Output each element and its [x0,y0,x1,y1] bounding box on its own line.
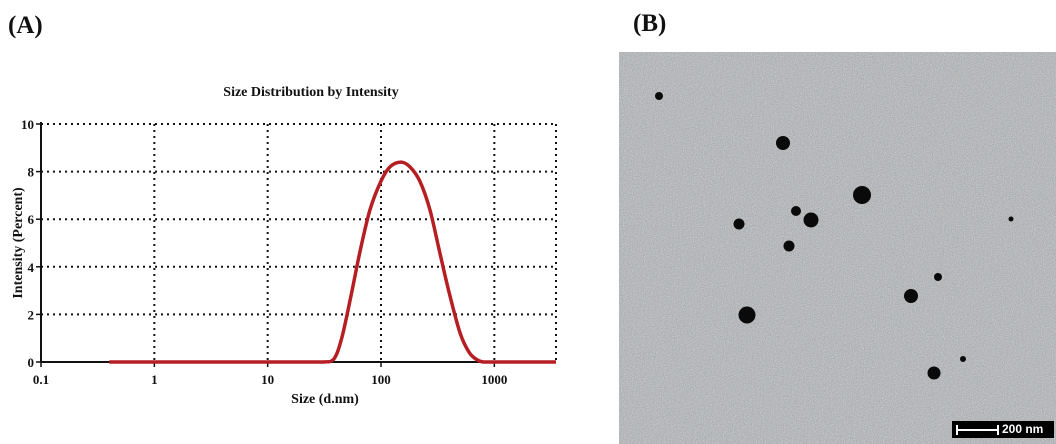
nanoparticle [803,212,819,228]
nanoparticle [934,273,942,281]
nanoparticle [904,289,918,303]
y-tick-label: 4 [28,260,35,275]
scale-bar-line [956,429,998,431]
nanoparticle [960,356,966,362]
scale-bar-tick-right [997,425,999,435]
y-tick-label: 10 [21,117,34,132]
y-tick-label: 6 [28,212,35,227]
nanoparticle [733,218,745,230]
y-axis-label: Intensity (Percent) [11,187,26,299]
nanoparticle [853,186,871,204]
x-tick-label: 100 [371,372,391,387]
size-distribution-line [109,160,556,364]
y-tick-label: 0 [28,355,35,370]
grid-layer [41,123,557,362]
scale-bar: 200 nm [952,421,1054,438]
chart-title: Size Distribution by Intensity [223,85,398,100]
nanoparticle [791,206,801,216]
nanoparticle [1008,216,1014,222]
x-tick-label: 1000 [481,372,507,387]
scale-bar-label: 200 nm [1002,422,1044,436]
tem-micrograph: 200 nm [619,52,1056,444]
dls-chart: Size Distribution by Intensity Intensity… [11,85,557,407]
x-axis-label: Size (d.nm) [291,392,359,407]
y-tick-label: 8 [28,165,35,180]
y-tick-label: 2 [28,307,35,322]
axis-layer [36,122,556,367]
nanoparticle [927,366,941,380]
nanoparticle [738,306,756,324]
x-tick-label: 1 [151,372,158,387]
x-tick-label: 10 [261,372,274,387]
tem-image [619,52,1056,444]
panel-b-label: (B) [633,10,667,37]
x-tick-label: 0.1 [33,372,49,387]
tick-labels: 0 2 4 6 8 10 0.1 1 10 100 1000 [21,117,507,387]
nanoparticle [776,136,790,150]
series-layer [109,160,556,364]
nanoparticle [783,240,795,252]
nanoparticle [655,92,663,100]
panel-a-label: (A) [8,12,43,39]
tem-grain [619,52,1056,444]
